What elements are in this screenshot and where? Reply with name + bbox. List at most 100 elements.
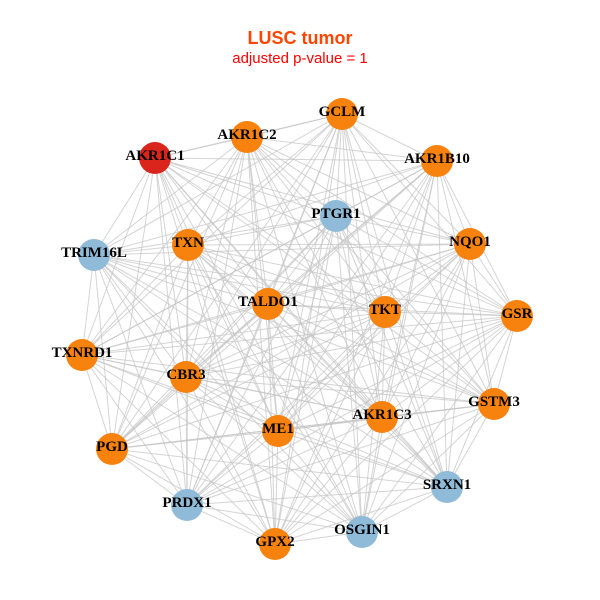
edge-AKR1C1-TXNRD1 — [81, 157, 156, 356]
edge-AKR1C1-PRDX1 — [154, 157, 188, 506]
node-label-AKR1C1: AKR1C1 — [125, 148, 184, 164]
edge-TKT-CBR3 — [185, 311, 386, 378]
node-label-CBR3: CBR3 — [166, 367, 205, 383]
edge-AKR1B10-TRIM16L — [93, 160, 438, 256]
edge-TRIM16L-ME1 — [93, 254, 279, 432]
node-CBR3 — [170, 361, 202, 393]
edge-AKR1C2-GSR — [246, 136, 518, 317]
edge-ME1-PRDX1 — [186, 430, 279, 506]
edge-TALDO1-ME1 — [267, 303, 279, 432]
edge-AKR1C2-CBR3 — [185, 136, 248, 378]
edge-AKR1C1-PTGR1 — [154, 157, 337, 217]
node-TALDO1 — [252, 288, 284, 320]
edge-ME1-PGD — [111, 430, 279, 450]
edge-AKR1C1-TRIM16L — [93, 157, 156, 256]
edge-AKR1C1-NQO1 — [154, 157, 471, 245]
edge-SRXN1-OSGIN1 — [361, 486, 448, 533]
edge-TXNRD1-PGD — [81, 354, 113, 450]
node-TXNRD1 — [66, 339, 98, 371]
edge-TRIM16L-TKT — [93, 254, 386, 313]
edge-AKR1C3-PRDX1 — [186, 416, 383, 506]
edge-AKR1C2-TRIM16L — [93, 136, 248, 256]
node-label-TKT: TKT — [369, 302, 401, 318]
edge-AKR1C1-AKR1B10 — [154, 157, 438, 162]
edge-AKR1B10-GSTM3 — [436, 160, 495, 405]
edge-AKR1C2-PRDX1 — [186, 136, 248, 506]
edge-PTGR1-GSR — [335, 215, 518, 317]
edge-CBR3-GSTM3 — [185, 376, 495, 405]
node-label-AKR1B10: AKR1B10 — [404, 151, 470, 167]
edge-AKR1C2-SRXN1 — [246, 136, 448, 488]
node-GSR — [501, 300, 533, 332]
node-label-SRXN1: SRXN1 — [423, 477, 471, 493]
edge-PRDX1-GPX2 — [186, 504, 276, 545]
node-AKR1C2 — [231, 121, 263, 153]
node-GSTM3 — [478, 388, 510, 420]
edge-GSTM3-PRDX1 — [186, 403, 495, 506]
node-label-PRDX1: PRDX1 — [162, 495, 211, 511]
edge-TKT-GSR — [384, 311, 518, 317]
node-label-TXN: TXN — [172, 235, 204, 251]
edge-SRXN1-PRDX1 — [186, 486, 448, 506]
node-label-NQO1: NQO1 — [449, 234, 491, 250]
edge-GSR-OSGIN1 — [361, 315, 518, 533]
edge-NQO1-PGD — [111, 243, 471, 450]
edge-TKT-TXNRD1 — [81, 311, 386, 356]
edge-SRXN1-GPX2 — [274, 486, 448, 545]
node-NQO1 — [454, 228, 486, 260]
node-TXN — [172, 229, 204, 261]
edge-PTGR1-TXNRD1 — [81, 215, 337, 356]
node-label-OSGIN1: OSGIN1 — [334, 522, 390, 538]
edge-GSR-CBR3 — [185, 315, 518, 378]
edge-GSTM3-OSGIN1 — [361, 403, 495, 533]
node-label-PTGR1: PTGR1 — [311, 206, 360, 222]
edge-TXN-GSR — [187, 244, 518, 317]
node-label-GSTM3: GSTM3 — [468, 394, 520, 410]
edge-TKT-PRDX1 — [186, 311, 386, 506]
node-label-GCLM: GCLM — [319, 104, 366, 120]
edge-GCLM-TXNRD1 — [81, 113, 343, 356]
node-label-AKR1C3: AKR1C3 — [352, 407, 411, 423]
edge-GCLM-ME1 — [277, 113, 343, 432]
edge-TXN-TXNRD1 — [81, 244, 189, 356]
edge-GCLM-AKR1B10 — [341, 113, 438, 162]
edge-GCLM-AKR1C3 — [341, 113, 383, 418]
edge-TKT-PGD — [111, 311, 386, 450]
node-SRXN1 — [431, 471, 463, 503]
node-PRDX1 — [171, 489, 203, 521]
edge-ME1-SRXN1 — [277, 430, 448, 488]
edge-GSR-TXNRD1 — [81, 315, 518, 356]
edge-CBR3-PGD — [111, 376, 187, 450]
edge-AKR1C1-PGD — [111, 157, 156, 450]
node-ME1 — [262, 415, 294, 447]
edge-GCLM-CBR3 — [185, 113, 343, 378]
node-GPX2 — [259, 528, 291, 560]
edge-CBR3-ME1 — [185, 376, 279, 432]
edge-ME1-GPX2 — [274, 430, 279, 545]
edge-TRIM16L-GPX2 — [93, 254, 276, 545]
edge-TXN-GSTM3 — [187, 244, 495, 405]
node-AKR1B10 — [421, 145, 453, 177]
node-AKR1C3 — [366, 401, 398, 433]
edge-GSTM3-GPX2 — [274, 403, 495, 545]
edge-AKR1C2-PTGR1 — [246, 136, 337, 217]
edge-NQO1-OSGIN1 — [361, 243, 471, 533]
node-PTGR1 — [320, 200, 352, 232]
edge-AKR1C1-TKT — [154, 157, 386, 313]
edge-TKT-SRXN1 — [384, 311, 448, 488]
edge-TXN-NQO1 — [187, 243, 471, 246]
edge-AKR1C1-ME1 — [154, 157, 279, 432]
edge-PTGR1-TXN — [187, 215, 337, 246]
edge-GCLM-TXN — [187, 113, 343, 246]
edge-GCLM-TRIM16L — [93, 113, 343, 256]
node-label-ME1: ME1 — [262, 421, 294, 437]
edge-PTGR1-NQO1 — [335, 215, 471, 245]
edge-TALDO1-TXNRD1 — [81, 303, 269, 356]
edge-AKR1C2-AKR1B10 — [246, 136, 438, 162]
edge-AKR1C1-GSTM3 — [154, 157, 495, 405]
edge-ME1-OSGIN1 — [277, 430, 363, 533]
edge-AKR1C3-GPX2 — [274, 416, 383, 545]
edge-TRIM16L-CBR3 — [93, 254, 187, 378]
node-label-PGD: PGD — [96, 439, 128, 455]
